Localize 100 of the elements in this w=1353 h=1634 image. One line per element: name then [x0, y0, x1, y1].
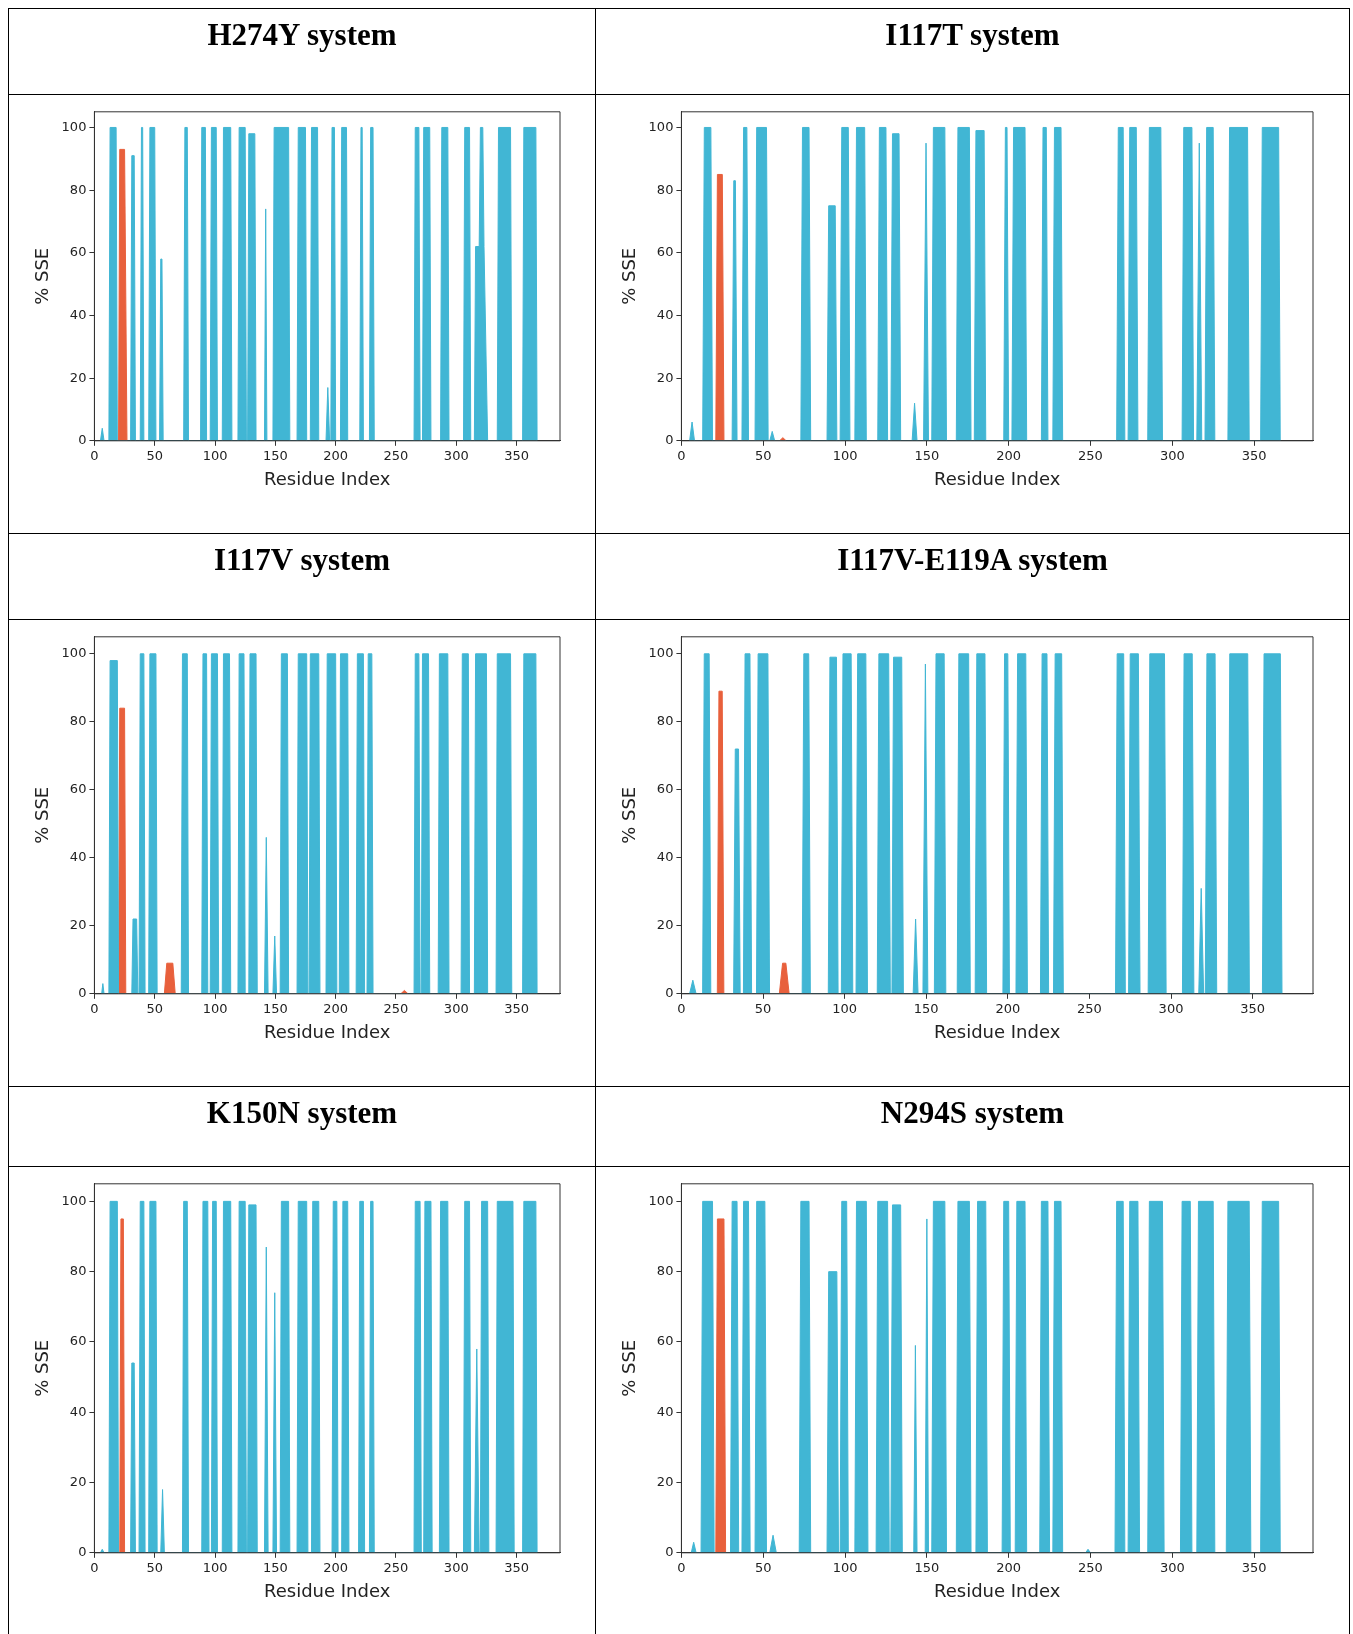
x-tick-label: 0 — [89, 447, 99, 463]
y-tick-label: 20 — [69, 369, 86, 385]
x-tick-label: 350 — [503, 447, 529, 463]
x-tick-label: 250 — [1077, 1000, 1102, 1016]
y-tick-label: 60 — [69, 244, 86, 260]
x-tick-label: 100 — [832, 1559, 858, 1575]
y-tick-label: 80 — [656, 1263, 674, 1279]
chart-title: I117V-E119A system — [596, 534, 1349, 620]
y-tick-label: 80 — [69, 713, 86, 729]
y-tick-label: 0 — [77, 1544, 86, 1560]
y-tick-label: 40 — [656, 306, 674, 322]
y-tick-label: 100 — [61, 1192, 86, 1208]
y-tick-label: 100 — [648, 118, 674, 134]
x-tick-label: 50 — [145, 1000, 163, 1016]
x-tick-label: 200 — [322, 1559, 348, 1575]
x-axis-title: Residue Index — [934, 1579, 1061, 1601]
x-tick-label: 150 — [914, 1559, 940, 1575]
y-tick-label: 60 — [656, 781, 674, 797]
y-axis-title: % SSE — [618, 1339, 640, 1397]
x-tick-label: 150 — [262, 1000, 288, 1016]
x-tick-label: 300 — [443, 447, 469, 463]
y-axis-title: % SSE — [30, 247, 52, 305]
y-tick-label: 100 — [61, 645, 86, 661]
y-tick-label: 20 — [69, 917, 86, 933]
x-tick-label: 200 — [996, 447, 1022, 463]
y-tick-label: 0 — [665, 1544, 674, 1560]
x-axis-title: Residue Index — [263, 1020, 391, 1042]
y-axis-title: % SSE — [618, 786, 640, 844]
x-tick-label: 200 — [322, 1000, 348, 1016]
y-tick-label: 20 — [69, 1473, 86, 1489]
x-tick-label: 100 — [832, 447, 858, 463]
x-tick-label: 0 — [677, 1000, 686, 1016]
x-tick-label: 200 — [996, 1559, 1022, 1575]
y-tick-label: 0 — [665, 985, 674, 1001]
x-tick-label: 100 — [832, 1000, 858, 1016]
x-tick-label: 0 — [677, 447, 686, 463]
x-tick-label: 300 — [443, 1000, 469, 1016]
x-tick-label: 300 — [443, 1559, 469, 1575]
x-tick-label: 250 — [383, 447, 408, 463]
x-tick-label: 50 — [145, 447, 163, 463]
x-tick-label: 250 — [1078, 447, 1103, 463]
x-tick-label: 250 — [1078, 1559, 1103, 1575]
y-axis-title: % SSE — [618, 247, 640, 305]
y-tick-label: 40 — [656, 849, 674, 865]
x-tick-label: 300 — [1159, 447, 1185, 463]
x-tick-label: 100 — [202, 1000, 227, 1016]
y-tick-label: 0 — [77, 432, 86, 448]
x-axis-title: Residue Index — [263, 1579, 391, 1601]
x-tick-label: 150 — [914, 447, 940, 463]
x-tick-label: 350 — [503, 1000, 529, 1016]
x-tick-label: 0 — [677, 1559, 686, 1575]
y-tick-label: 40 — [69, 306, 86, 322]
chart-title: K150N system — [9, 1087, 595, 1167]
chart-title: I117V system — [9, 534, 595, 620]
x-tick-label: 250 — [383, 1559, 408, 1575]
y-tick-label: 80 — [656, 181, 674, 197]
x-tick-label: 50 — [754, 1000, 772, 1016]
x-axis-title: Residue Index — [263, 467, 391, 489]
y-tick-label: 40 — [656, 1403, 674, 1419]
x-tick-label: 350 — [503, 1559, 529, 1575]
y-tick-label: 80 — [656, 713, 674, 729]
y-tick-label: 0 — [77, 985, 86, 1001]
y-tick-label: 100 — [648, 1192, 674, 1208]
x-tick-label: 350 — [1241, 1559, 1267, 1575]
x-tick-label: 300 — [1158, 1000, 1184, 1016]
y-tick-label: 40 — [69, 1403, 86, 1419]
x-tick-label: 100 — [202, 1559, 227, 1575]
x-tick-label: 50 — [145, 1559, 163, 1575]
x-tick-label: 250 — [383, 1000, 408, 1016]
y-tick-label: 60 — [656, 1333, 674, 1349]
y-tick-label: 20 — [656, 917, 674, 933]
y-tick-label: 60 — [656, 244, 674, 260]
x-tick-label: 100 — [202, 447, 227, 463]
y-axis-title: % SSE — [30, 1339, 52, 1397]
chart-title: H274Y system — [9, 9, 595, 95]
y-tick-label: 60 — [69, 781, 86, 797]
y-tick-label: 100 — [61, 118, 86, 134]
x-tick-label: 50 — [754, 447, 772, 463]
chart-title: I117T system — [596, 9, 1349, 95]
y-tick-label: 100 — [648, 645, 674, 661]
y-tick-label: 80 — [69, 1263, 86, 1279]
x-tick-label: 50 — [754, 1559, 772, 1575]
x-axis-title: Residue Index — [934, 1020, 1061, 1042]
y-tick-label: 80 — [69, 181, 86, 197]
y-tick-label: 20 — [656, 1473, 674, 1489]
chart-title: N294S system — [596, 1087, 1349, 1167]
x-tick-label: 0 — [89, 1559, 99, 1575]
x-tick-label: 300 — [1159, 1559, 1185, 1575]
x-tick-label: 150 — [262, 1559, 288, 1575]
x-axis-title: Residue Index — [934, 467, 1061, 489]
x-tick-label: 0 — [89, 1000, 99, 1016]
y-tick-label: 0 — [665, 432, 674, 448]
y-tick-label: 20 — [656, 369, 674, 385]
x-tick-label: 350 — [1240, 1000, 1266, 1016]
y-axis-title: % SSE — [30, 786, 52, 844]
y-tick-label: 40 — [69, 849, 86, 865]
y-tick-label: 60 — [69, 1333, 86, 1349]
x-tick-label: 150 — [913, 1000, 939, 1016]
x-tick-label: 150 — [262, 447, 288, 463]
x-tick-label: 200 — [995, 1000, 1021, 1016]
